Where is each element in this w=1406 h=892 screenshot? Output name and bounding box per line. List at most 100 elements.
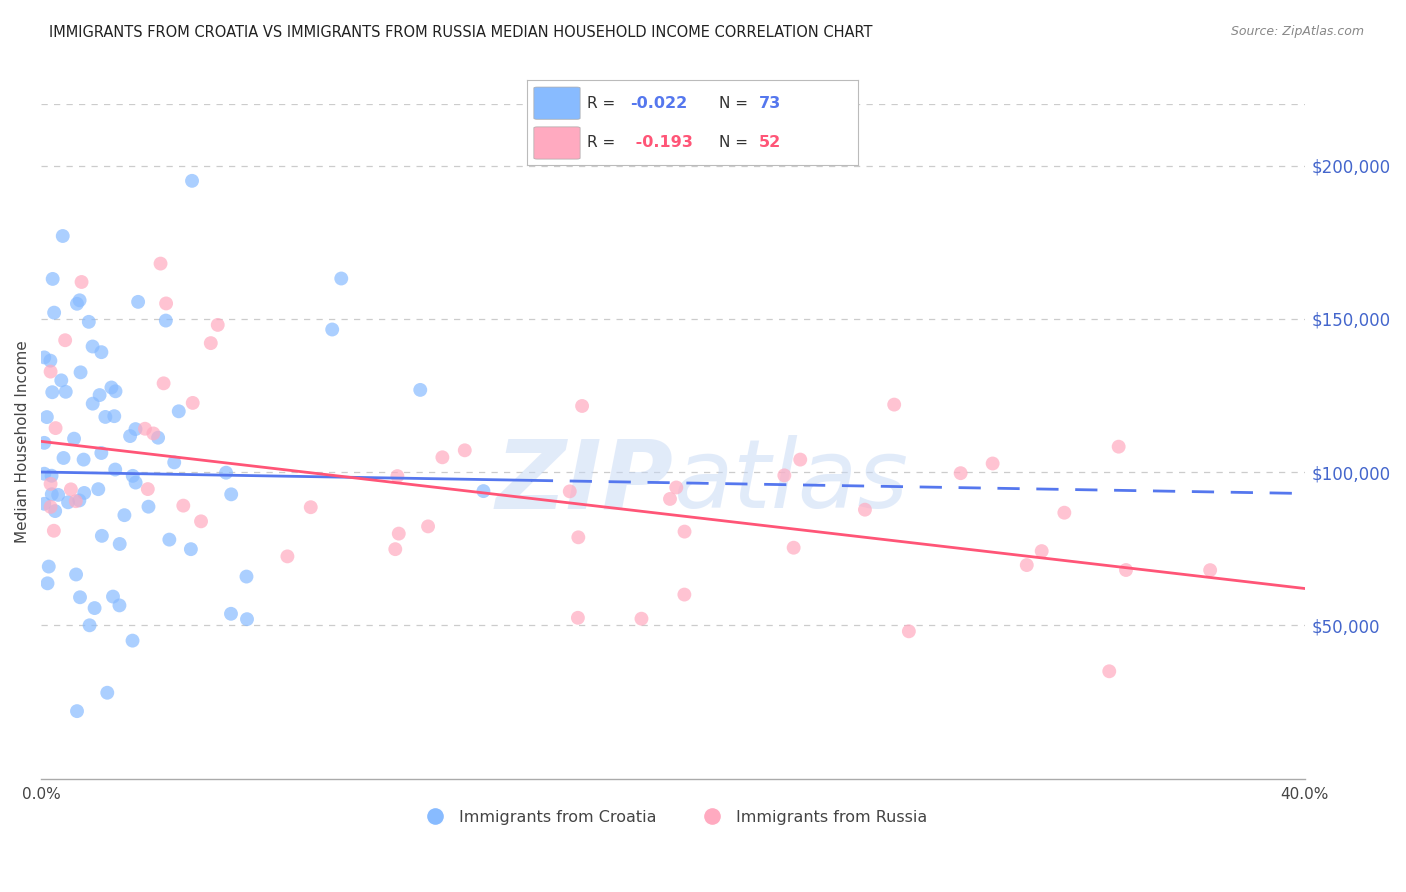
Point <box>630 612 652 626</box>
Legend: Immigrants from Croatia, Immigrants from Russia: Immigrants from Croatia, Immigrants from… <box>412 804 934 831</box>
Point <box>42 305 65 319</box>
Point <box>172 499 194 513</box>
Point <box>157 533 180 547</box>
Point <box>65 494 87 508</box>
Point <box>104 462 127 476</box>
Point <box>432 450 454 465</box>
Point <box>41 487 63 501</box>
Point <box>104 384 127 399</box>
Point <box>1031 544 1053 558</box>
Point <box>388 526 411 541</box>
Point <box>236 612 259 626</box>
Point <box>89 388 111 402</box>
Point <box>90 345 112 359</box>
Point <box>37 576 59 591</box>
Point <box>782 541 804 555</box>
Point <box>149 257 172 271</box>
Point <box>167 404 190 418</box>
Point <box>73 486 96 500</box>
Point <box>100 380 122 394</box>
Point <box>897 624 920 639</box>
Point <box>42 524 65 538</box>
Text: 52: 52 <box>759 136 780 151</box>
Point <box>200 336 222 351</box>
Point <box>134 422 156 436</box>
Point <box>330 271 353 285</box>
Point <box>32 467 55 481</box>
Point <box>387 469 409 483</box>
Point <box>416 519 439 533</box>
Point <box>1108 440 1130 454</box>
Point <box>235 569 257 583</box>
Point <box>883 398 905 412</box>
Point <box>39 353 62 368</box>
Point <box>567 611 589 625</box>
Point <box>35 410 58 425</box>
Text: 73: 73 <box>759 95 780 111</box>
Text: Source: ZipAtlas.com: Source: ZipAtlas.com <box>1230 25 1364 38</box>
Point <box>659 491 682 506</box>
Point <box>65 567 87 582</box>
Point <box>39 500 62 514</box>
Point <box>39 476 62 491</box>
Point <box>63 432 86 446</box>
Point <box>124 422 146 436</box>
Point <box>181 396 204 410</box>
Point <box>665 480 688 494</box>
Point <box>190 514 212 528</box>
Point <box>112 508 135 523</box>
Point <box>1098 665 1121 679</box>
Point <box>44 504 66 518</box>
Point <box>90 446 112 460</box>
Text: atlas: atlas <box>673 435 908 528</box>
Point <box>90 529 112 543</box>
Point <box>69 365 91 379</box>
Point <box>276 549 298 564</box>
Point <box>38 559 60 574</box>
Point <box>52 229 75 244</box>
Point <box>384 542 406 557</box>
Point <box>70 275 93 289</box>
Point <box>146 431 169 445</box>
Point <box>52 450 75 465</box>
Point <box>66 297 89 311</box>
Point <box>51 373 73 387</box>
Point <box>96 686 118 700</box>
Point <box>1115 563 1137 577</box>
Point <box>120 429 142 443</box>
Point <box>142 426 165 441</box>
Point <box>207 318 229 332</box>
Point <box>219 607 242 621</box>
Point <box>853 502 876 516</box>
Point <box>558 484 581 499</box>
Point <box>41 385 63 400</box>
Point <box>1199 563 1222 577</box>
Point <box>321 322 343 336</box>
Point <box>219 487 242 501</box>
Point <box>55 384 77 399</box>
FancyBboxPatch shape <box>534 87 581 120</box>
Text: R =: R = <box>586 136 620 151</box>
Point <box>108 599 131 613</box>
Point <box>32 435 55 450</box>
Text: -0.022: -0.022 <box>630 95 688 111</box>
Point <box>83 601 105 615</box>
Text: R =: R = <box>586 95 620 111</box>
Text: IMMIGRANTS FROM CROATIA VS IMMIGRANTS FROM RUSSIA MEDIAN HOUSEHOLD INCOME CORREL: IMMIGRANTS FROM CROATIA VS IMMIGRANTS FR… <box>49 25 873 40</box>
Point <box>77 315 100 329</box>
Point <box>299 500 322 515</box>
Point <box>155 296 177 310</box>
Point <box>124 475 146 490</box>
Point <box>82 397 104 411</box>
Y-axis label: Median Household Income: Median Household Income <box>15 340 30 542</box>
FancyBboxPatch shape <box>534 127 581 159</box>
Point <box>181 174 204 188</box>
Point <box>163 455 186 469</box>
Point <box>409 383 432 397</box>
Text: -0.193: -0.193 <box>630 136 693 151</box>
Point <box>981 457 1004 471</box>
Point <box>1015 558 1038 573</box>
Point <box>66 704 89 718</box>
Point <box>121 633 143 648</box>
Point <box>454 443 477 458</box>
